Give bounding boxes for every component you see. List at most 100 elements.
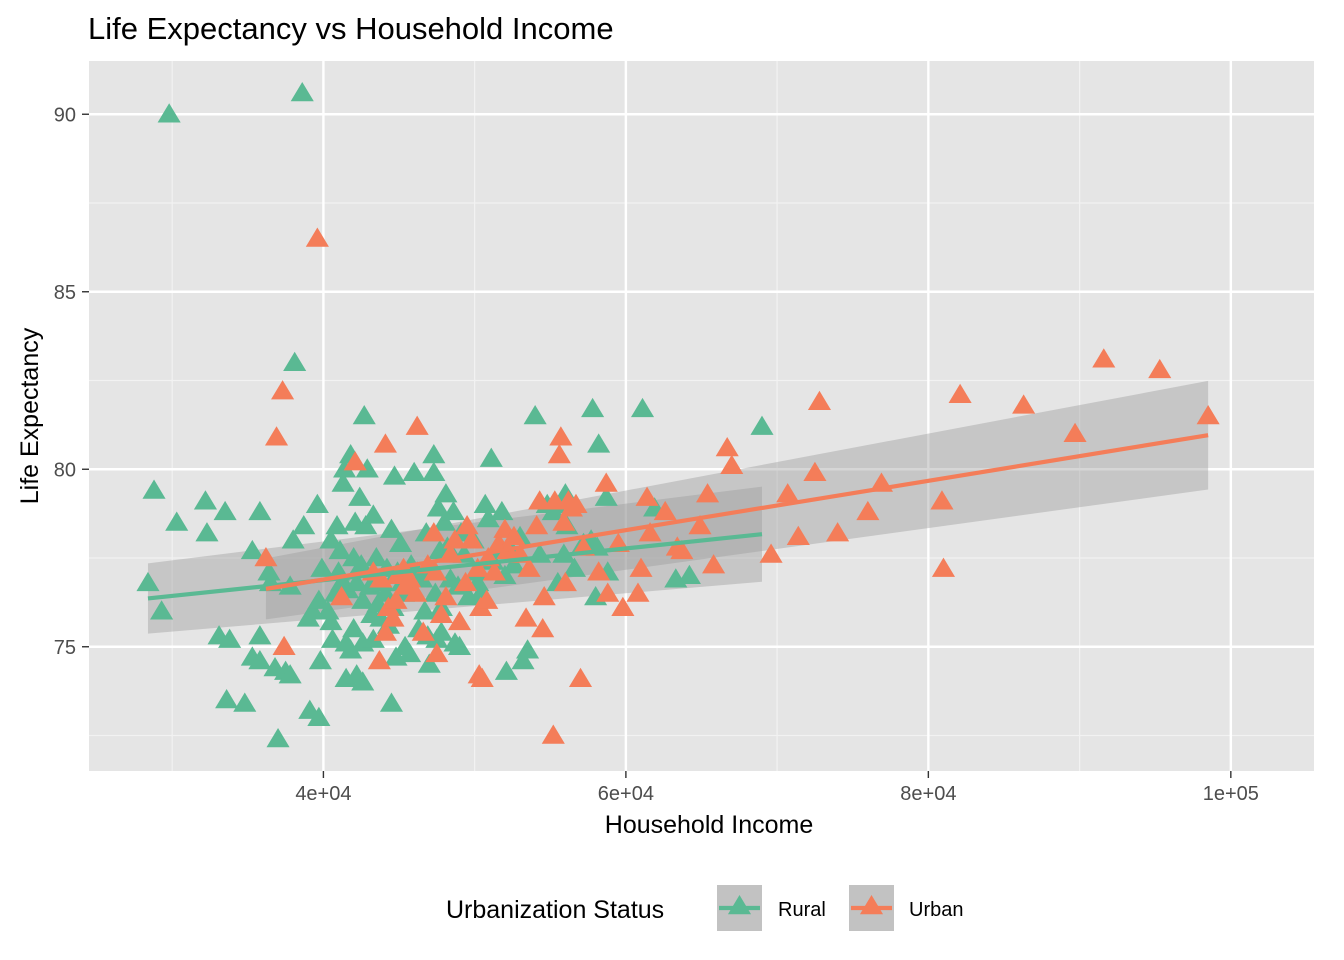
data-point-rural bbox=[257, 561, 281, 581]
data-point-urban bbox=[411, 621, 435, 641]
legend-title: Urbanization Status bbox=[446, 896, 664, 924]
data-point-urban bbox=[670, 539, 694, 560]
legend-label-rural: Rural bbox=[778, 899, 826, 921]
data-point-rural bbox=[283, 351, 307, 371]
data-point-urban bbox=[271, 380, 295, 400]
data-point-urban bbox=[423, 561, 447, 581]
legend: Urbanization Status Rural Urban bbox=[446, 885, 963, 931]
data-point-urban bbox=[367, 649, 391, 670]
data-point-urban bbox=[330, 586, 354, 606]
y-tick-label: 80 bbox=[54, 459, 76, 481]
data-point-rural bbox=[278, 664, 302, 684]
data-point-urban bbox=[720, 454, 744, 474]
data-point-urban bbox=[381, 607, 405, 627]
data-point-rural bbox=[307, 706, 331, 726]
data-point-rural bbox=[361, 628, 385, 648]
trend-lines bbox=[147, 433, 1209, 601]
data-point-urban bbox=[635, 486, 659, 506]
data-point-urban bbox=[384, 589, 408, 609]
data-point-urban bbox=[532, 586, 556, 606]
x-tick-label: 8e+04 bbox=[900, 783, 956, 805]
data-point-urban bbox=[688, 515, 712, 535]
data-point-rural bbox=[494, 660, 518, 680]
data-point-urban bbox=[803, 461, 827, 482]
data-point-urban bbox=[447, 610, 472, 631]
data-point-rural bbox=[382, 465, 407, 485]
data-point-urban bbox=[443, 529, 467, 549]
data-point-rural bbox=[422, 461, 446, 482]
data-point-rural bbox=[218, 628, 242, 648]
data-point-urban bbox=[305, 227, 329, 247]
data-point-urban bbox=[528, 490, 552, 510]
data-point-urban bbox=[475, 589, 499, 609]
data-point-rural bbox=[562, 557, 587, 577]
data-point-rural bbox=[441, 500, 466, 521]
data-point-rural bbox=[142, 479, 166, 499]
data-point-rural bbox=[305, 493, 329, 513]
data-point-rural bbox=[594, 486, 618, 506]
data-point-rural bbox=[479, 447, 503, 467]
data-point-rural bbox=[157, 103, 181, 123]
data-point-urban bbox=[1092, 348, 1116, 368]
data-point-rural bbox=[426, 497, 450, 517]
data-point-rural bbox=[150, 600, 174, 620]
data-point-rural bbox=[398, 642, 422, 663]
data-point-rural bbox=[379, 692, 404, 712]
data-point-urban bbox=[626, 582, 650, 602]
data-point-rural bbox=[308, 649, 332, 670]
data-point-rural bbox=[352, 405, 376, 425]
legend-key-rural bbox=[717, 885, 762, 931]
data-point-urban bbox=[434, 586, 458, 606]
data-point-urban bbox=[1063, 422, 1087, 442]
data-point-rural bbox=[319, 610, 343, 631]
x-tick-label: 4e+04 bbox=[295, 783, 351, 805]
data-point-urban bbox=[547, 444, 571, 464]
data-point-rural bbox=[364, 547, 388, 567]
data-point-urban bbox=[454, 571, 478, 592]
y-axis-ticks: 75 80 85 90 bbox=[54, 104, 89, 659]
data-point-urban bbox=[531, 618, 555, 638]
data-point-rural bbox=[195, 522, 219, 542]
data-point-urban bbox=[429, 603, 453, 624]
data-point-rural bbox=[316, 600, 340, 620]
data-point-urban bbox=[931, 557, 956, 577]
data-point-urban bbox=[404, 582, 428, 602]
data-point-rural bbox=[750, 415, 774, 435]
data-point-urban bbox=[568, 667, 593, 687]
data-point-rural bbox=[281, 529, 305, 549]
data-point-urban bbox=[807, 390, 832, 411]
data-point-rural bbox=[355, 458, 379, 478]
y-tick-label: 90 bbox=[54, 104, 76, 126]
data-point-rural bbox=[379, 518, 404, 538]
data-point-rural bbox=[328, 539, 352, 560]
data-point-rural bbox=[233, 692, 257, 712]
data-point-urban bbox=[653, 500, 677, 521]
data-point-urban bbox=[930, 490, 954, 510]
data-point-urban bbox=[776, 483, 800, 503]
data-point-urban bbox=[826, 522, 850, 542]
data-point-urban bbox=[786, 525, 810, 545]
data-point-rural bbox=[413, 600, 437, 620]
data-point-rural bbox=[342, 618, 366, 638]
data-point-rural bbox=[490, 500, 514, 521]
data-point-rural bbox=[422, 444, 446, 464]
data-point-rural bbox=[351, 671, 375, 691]
data-point-rural bbox=[349, 554, 373, 574]
data-point-rural bbox=[301, 600, 325, 620]
data-point-rural bbox=[581, 397, 605, 418]
data-point-urban bbox=[629, 557, 653, 577]
minor-gridlines bbox=[89, 61, 1314, 771]
data-point-rural bbox=[388, 532, 413, 553]
data-point-urban bbox=[856, 500, 880, 521]
data-point-rural bbox=[473, 493, 497, 513]
data-point-rural bbox=[432, 511, 456, 531]
data-point-rural bbox=[511, 649, 535, 670]
data-point-rural bbox=[266, 728, 290, 748]
data-point-urban bbox=[422, 522, 446, 542]
data-point-rural bbox=[310, 557, 334, 577]
data-point-urban bbox=[948, 383, 972, 403]
data-point-urban bbox=[514, 607, 538, 627]
data-point-urban bbox=[460, 529, 484, 549]
data-point-rural bbox=[319, 529, 343, 549]
y-tick-label: 85 bbox=[54, 282, 76, 304]
